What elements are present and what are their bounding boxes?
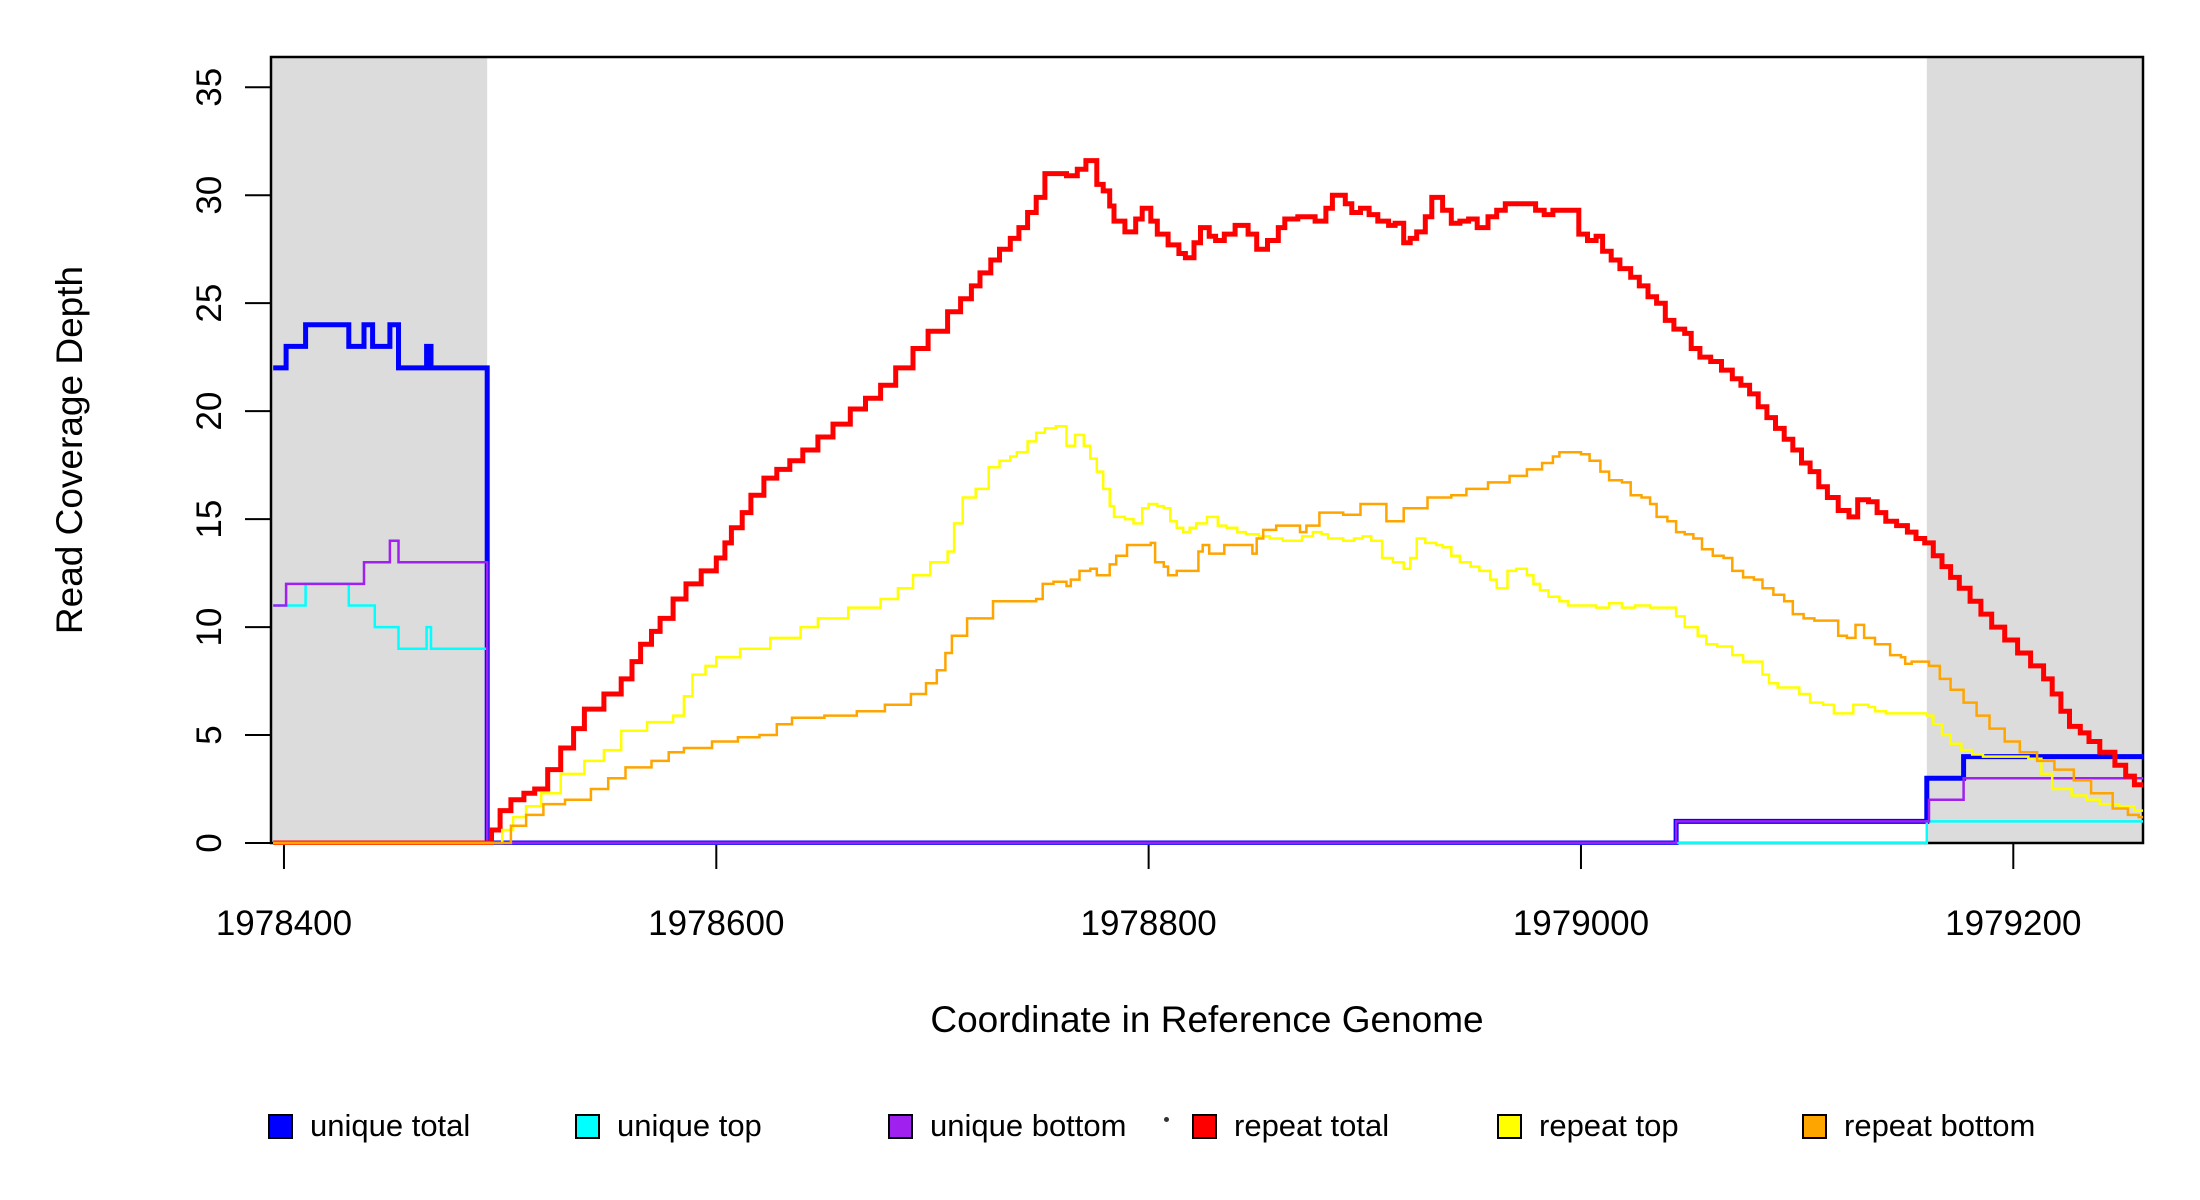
legend-item-label: unique top <box>617 1108 762 1143</box>
left-repeat-masked-region <box>271 57 488 843</box>
legend-item-label: unique bottom <box>930 1108 1127 1143</box>
series-line-unique-total <box>273 322 2143 845</box>
x-axis-title: Coordinate in Reference Genome <box>930 999 1484 1040</box>
x-tick-label: 1978800 <box>1081 904 1217 943</box>
legend-swatch-unique-total <box>268 1113 293 1139</box>
legend-item-label: unique total <box>310 1108 471 1143</box>
series-line-repeat-total <box>273 158 2143 845</box>
y-tick-label: 5 <box>190 725 229 744</box>
legend-swatch-repeat-bottom <box>1802 1113 1827 1139</box>
legend-swatch-unique-bottom <box>888 1113 913 1139</box>
legend-item-repeat-total: repeat total <box>1192 1108 1390 1143</box>
y-tick-label: 25 <box>190 284 229 323</box>
stray-mark <box>1164 1117 1169 1122</box>
y-tick-label: 15 <box>190 500 229 539</box>
y-tick-label: 0 <box>190 833 229 852</box>
series-line-repeat-bottom <box>273 450 2143 845</box>
plot-box <box>269 55 2145 845</box>
legend-swatch-repeat-top <box>1497 1113 1522 1139</box>
y-tick-label: 30 <box>190 176 229 215</box>
y-tick-label: 20 <box>190 392 229 431</box>
series-line-repeat-top <box>273 424 2143 845</box>
legend-item-unique-total: unique total <box>268 1108 471 1143</box>
y-tick-label: 35 <box>190 68 229 107</box>
legend-item-label: repeat total <box>1234 1108 1390 1143</box>
x-tick-label: 1979200 <box>1945 904 2081 943</box>
x-tick-label: 1978400 <box>216 904 352 943</box>
x-tick-label: 1979000 <box>1513 904 1649 943</box>
legend-item-repeat-top: repeat top <box>1497 1108 1679 1143</box>
legend-swatch-repeat-total <box>1192 1113 1217 1139</box>
legend-item-unique-top: unique top <box>575 1108 762 1143</box>
series-line-unique-bottom <box>273 539 2143 845</box>
right-repeat-masked-region <box>1926 57 2143 843</box>
x-tick-label: 1978600 <box>648 904 784 943</box>
legend-item-label: repeat bottom <box>1844 1108 2036 1143</box>
legend-item-unique-bottom: unique bottom <box>888 1108 1127 1143</box>
y-axis-title: Read Coverage Depth <box>49 265 90 635</box>
legend-swatch-unique-top <box>575 1113 600 1139</box>
legend-item-repeat-bottom: repeat bottom <box>1802 1108 2036 1143</box>
legend-item-label: repeat top <box>1539 1108 1679 1143</box>
y-tick-label: 10 <box>190 608 229 647</box>
